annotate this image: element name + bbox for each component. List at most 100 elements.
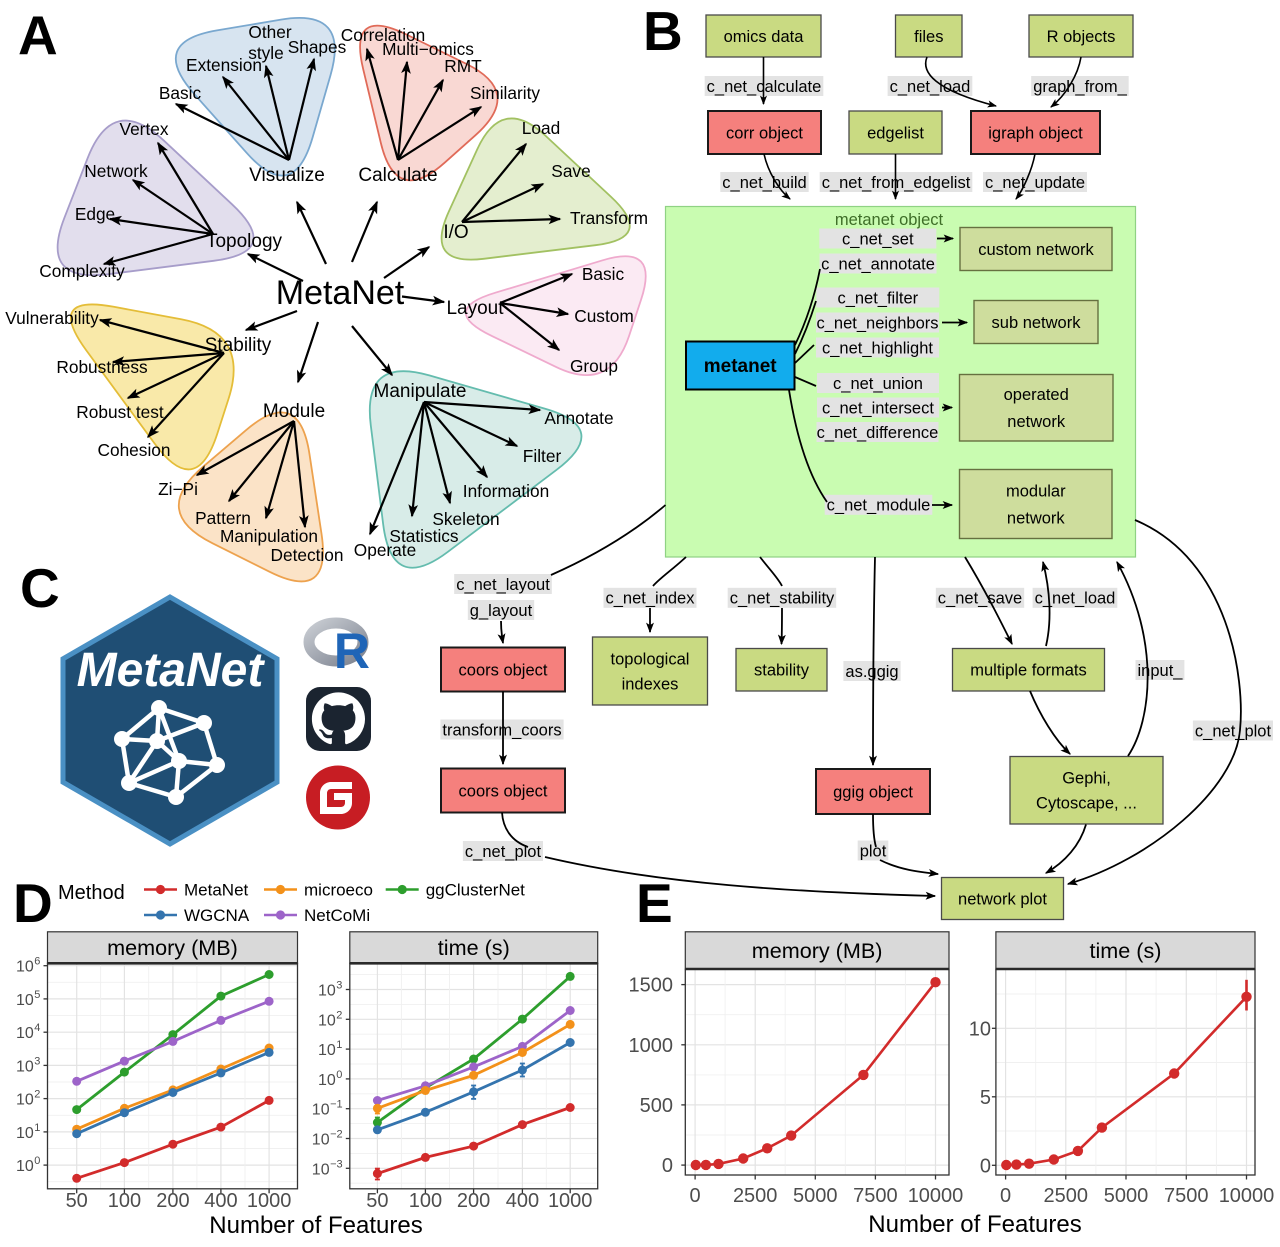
svg-text:operated: operated xyxy=(1004,386,1069,404)
svg-text:D: D xyxy=(13,872,53,934)
svg-text:c_net_set: c_net_set xyxy=(842,230,914,248)
svg-text:10: 10 xyxy=(312,1102,330,1119)
svg-text:1000: 1000 xyxy=(548,1190,593,1212)
svg-text:10: 10 xyxy=(16,992,34,1009)
svg-text:Annotate: Annotate xyxy=(544,408,613,428)
svg-text:0: 0 xyxy=(336,1069,342,1081)
svg-text:1: 1 xyxy=(34,1122,40,1134)
svg-text:Extension: Extension xyxy=(186,55,262,75)
svg-text:indexes: indexes xyxy=(622,675,679,693)
svg-text:Robust test: Robust test xyxy=(76,402,164,422)
svg-text:200: 200 xyxy=(457,1190,490,1212)
svg-text:plot: plot xyxy=(860,842,887,860)
svg-text:Custom: Custom xyxy=(574,306,634,326)
svg-text:Cytoscape, ...: Cytoscape, ... xyxy=(1036,795,1137,813)
svg-text:B: B xyxy=(643,0,683,62)
svg-text:edgelist: edgelist xyxy=(867,124,924,142)
svg-text:Stability: Stability xyxy=(205,335,272,356)
svg-text:Manipulate: Manipulate xyxy=(374,381,467,402)
svg-text:stability: stability xyxy=(754,662,810,680)
svg-text:5000: 5000 xyxy=(793,1185,838,1207)
svg-text:1: 1 xyxy=(336,1039,342,1051)
svg-text:200: 200 xyxy=(156,1190,189,1212)
svg-text:Basic: Basic xyxy=(582,264,625,284)
svg-text:I/O: I/O xyxy=(443,222,468,243)
svg-text:c_net_load: c_net_load xyxy=(1035,590,1116,608)
svg-text:3: 3 xyxy=(336,980,342,992)
svg-text:10: 10 xyxy=(318,1012,336,1029)
svg-text:10: 10 xyxy=(16,959,34,976)
svg-text:WGCNA: WGCNA xyxy=(184,906,250,925)
svg-text:10: 10 xyxy=(16,1158,34,1175)
svg-text:c_net_plot: c_net_plot xyxy=(465,843,542,861)
svg-text:Statistics: Statistics xyxy=(389,526,459,546)
svg-text:Filter: Filter xyxy=(523,446,562,466)
svg-text:Shapes: Shapes xyxy=(288,37,347,57)
svg-text:10: 10 xyxy=(16,1058,34,1075)
svg-text:NetCoMi: NetCoMi xyxy=(304,906,370,925)
svg-text:7500: 7500 xyxy=(853,1185,898,1207)
svg-text:4: 4 xyxy=(34,1022,40,1034)
svg-text:c_net_highlight: c_net_highlight xyxy=(822,339,933,357)
svg-text:c_net_update: c_net_update xyxy=(985,174,1085,192)
svg-text:Number of Features: Number of Features xyxy=(868,1211,1081,1238)
svg-text:5: 5 xyxy=(980,1087,991,1109)
svg-text:400: 400 xyxy=(204,1190,237,1212)
svg-text:c_net_filter: c_net_filter xyxy=(837,289,918,307)
svg-text:400: 400 xyxy=(506,1190,539,1212)
svg-text:Detection: Detection xyxy=(270,545,343,565)
svg-text:1000: 1000 xyxy=(247,1190,292,1212)
svg-text:Other: Other xyxy=(248,22,291,42)
svg-text:−3: −3 xyxy=(330,1158,343,1170)
svg-text:memory (MB): memory (MB) xyxy=(107,935,238,960)
svg-text:custom network: custom network xyxy=(978,241,1094,259)
svg-text:Group: Group xyxy=(570,356,618,376)
svg-text:6: 6 xyxy=(34,956,40,968)
svg-text:c_net_save: c_net_save xyxy=(938,590,1022,608)
svg-text:A: A xyxy=(18,4,58,66)
svg-text:c_net_union: c_net_union xyxy=(833,375,923,393)
svg-text:7500: 7500 xyxy=(1164,1185,1209,1207)
svg-text:time (s): time (s) xyxy=(1090,938,1162,963)
svg-text:RMT: RMT xyxy=(444,56,482,76)
svg-text:c_net_build: c_net_build xyxy=(722,174,806,192)
svg-text:E: E xyxy=(636,872,673,934)
svg-text:c_net_module: c_net_module xyxy=(827,497,931,515)
svg-text:sub network: sub network xyxy=(992,314,1082,332)
svg-text:0: 0 xyxy=(690,1185,701,1207)
svg-text:10: 10 xyxy=(312,1132,330,1149)
svg-text:MetaNet: MetaNet xyxy=(184,881,249,900)
svg-text:0: 0 xyxy=(34,1155,40,1167)
svg-text:Pattern: Pattern xyxy=(195,508,251,528)
svg-text:MetaNet: MetaNet xyxy=(276,274,405,312)
svg-text:1500: 1500 xyxy=(629,975,674,997)
svg-text:Vertex: Vertex xyxy=(120,119,169,139)
svg-text:Basic: Basic xyxy=(159,83,202,103)
svg-text:microeco: microeco xyxy=(304,881,373,900)
svg-text:Network: Network xyxy=(84,161,148,181)
svg-text:files: files xyxy=(914,28,943,46)
svg-text:c_net_neighbors: c_net_neighbors xyxy=(816,314,938,332)
svg-text:100: 100 xyxy=(409,1190,442,1212)
svg-text:coors object: coors object xyxy=(459,661,548,679)
svg-text:c_net_load: c_net_load xyxy=(890,78,971,96)
svg-text:10: 10 xyxy=(318,1042,336,1059)
svg-text:2500: 2500 xyxy=(733,1185,778,1207)
svg-text:g_layout: g_layout xyxy=(470,602,533,620)
svg-text:R: R xyxy=(334,623,370,679)
svg-text:ggClusterNet: ggClusterNet xyxy=(426,881,525,900)
svg-text:graph_from_: graph_from_ xyxy=(1033,78,1127,96)
svg-text:Vulnerability: Vulnerability xyxy=(5,308,99,328)
svg-text:−1: −1 xyxy=(330,1099,343,1111)
svg-text:Edge: Edge xyxy=(75,204,115,224)
svg-text:metanet object: metanet object xyxy=(835,211,944,229)
svg-text:Method: Method xyxy=(58,882,125,904)
svg-text:Save: Save xyxy=(551,161,590,181)
svg-text:topological: topological xyxy=(611,650,690,668)
svg-text:10: 10 xyxy=(16,1025,34,1042)
svg-text:5: 5 xyxy=(34,989,40,1001)
svg-text:10: 10 xyxy=(318,1072,336,1089)
svg-text:10: 10 xyxy=(969,1018,991,1040)
svg-text:memory (MB): memory (MB) xyxy=(752,938,883,963)
svg-text:0: 0 xyxy=(980,1155,991,1177)
